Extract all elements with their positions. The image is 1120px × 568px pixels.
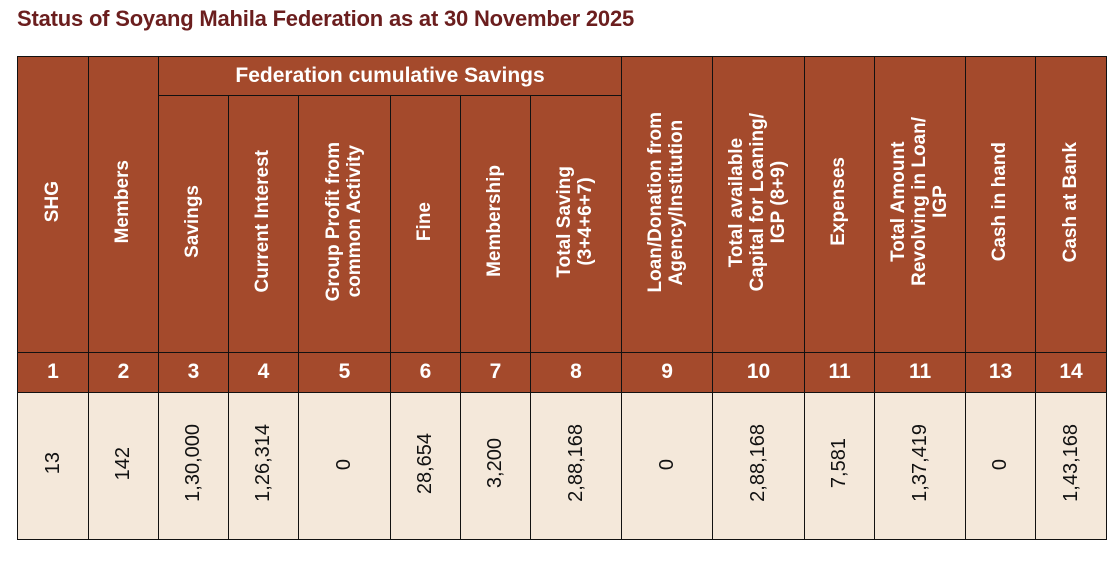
cell-value: 1,30,000 bbox=[182, 424, 204, 503]
column-number: 8 bbox=[529, 351, 623, 393]
header-label: Total Amount Revolving in Loan/IGP bbox=[887, 117, 951, 287]
header-cell-savings: Savings bbox=[158, 95, 229, 353]
cell-value: 28,654 bbox=[414, 432, 436, 494]
cell-members: 142 bbox=[88, 391, 159, 541]
column-number: 10 bbox=[712, 351, 806, 393]
table-row: 13 142 1,30,000 1,26,314 0 28,654 3,200 … bbox=[17, 391, 1108, 541]
header-label: Cash at Bank bbox=[1059, 141, 1081, 262]
cell-fine: 28,654 bbox=[390, 391, 461, 541]
column-number: 14 bbox=[1035, 351, 1108, 393]
cell-value: 3,200 bbox=[484, 438, 506, 489]
header-label: Loan/Donation from Agency/Institution bbox=[645, 111, 688, 293]
header-label: Savings bbox=[182, 184, 204, 258]
header-cell-membership: Membership bbox=[460, 95, 531, 353]
header-label: Total available Capital for Loaning/IGP (… bbox=[726, 112, 789, 291]
header-label: Expenses bbox=[828, 157, 850, 247]
cell-value: 0 bbox=[655, 458, 678, 470]
cell-value: 13 bbox=[41, 452, 64, 475]
header-label: SHG bbox=[41, 181, 63, 223]
header-cell-total-available-capital: Total available Capital for Loaning/IGP (… bbox=[712, 56, 806, 353]
header-label: Group Profit from common Activity bbox=[322, 141, 365, 302]
header-cell-cash-at-bank: Cash at Bank bbox=[1035, 56, 1108, 353]
cell-membership: 3,200 bbox=[460, 391, 531, 541]
cell-expenses: 7,581 bbox=[804, 391, 876, 541]
column-number: 6 bbox=[390, 351, 461, 393]
cell-total-available-capital: 2,88,168 bbox=[712, 391, 806, 541]
header-cell-members: Members bbox=[88, 56, 159, 353]
header-label: Fine bbox=[414, 201, 436, 241]
column-number: 1 bbox=[17, 351, 89, 393]
cell-total-saving: 2,88,168 bbox=[529, 391, 623, 541]
header-cell-expenses: Expenses bbox=[804, 56, 876, 353]
federation-status-table: SHG Members Federation cumulative Saving… bbox=[17, 55, 1108, 541]
column-number: 4 bbox=[228, 351, 299, 393]
column-number: 3 bbox=[158, 351, 229, 393]
cell-value: 2,88,168 bbox=[564, 424, 587, 503]
column-number: 11 bbox=[804, 351, 876, 393]
cell-loan-donation: 0 bbox=[621, 391, 714, 541]
header-label: Membership bbox=[484, 165, 506, 278]
cell-shg: 13 bbox=[17, 391, 89, 541]
cell-value: 1,37,419 bbox=[908, 424, 931, 503]
header-cell-total-saving: Total Saving (3+4+6+7) bbox=[529, 95, 623, 353]
cell-value: 2,88,168 bbox=[747, 424, 770, 503]
cell-value: 1,26,314 bbox=[252, 424, 274, 503]
cell-current-interest: 1,26,314 bbox=[228, 391, 299, 541]
cell-savings: 1,30,000 bbox=[158, 391, 229, 541]
cell-value: 0 bbox=[989, 458, 1012, 470]
column-number: 7 bbox=[460, 351, 531, 393]
column-number: 13 bbox=[965, 351, 1037, 393]
header-label: Cash in hand bbox=[989, 142, 1011, 262]
header-cell-group-profit: Group Profit from common Activity bbox=[298, 95, 391, 353]
header-cell-loan-donation: Loan/Donation from Agency/Institution bbox=[621, 56, 714, 353]
column-number: 11 bbox=[874, 351, 967, 393]
header-cell-current-interest: Current Interest bbox=[228, 95, 299, 353]
cell-value: 0 bbox=[333, 458, 355, 470]
column-number: 2 bbox=[88, 351, 159, 393]
column-number: 5 bbox=[298, 351, 391, 393]
header-label: Members bbox=[112, 160, 134, 244]
header-cell-cash-in-hand: Cash in hand bbox=[965, 56, 1037, 353]
cell-total-revolving: 1,37,419 bbox=[874, 391, 967, 541]
cell-cash-at-bank: 1,43,168 bbox=[1035, 391, 1108, 541]
header-label: Current Interest bbox=[252, 150, 274, 293]
group-header-cumulative-savings: Federation cumulative Savings bbox=[157, 55, 623, 97]
header-cell-total-revolving: Total Amount Revolving in Loan/IGP bbox=[874, 56, 967, 353]
header-cell-fine: Fine bbox=[390, 95, 461, 353]
page-title: Status of Soyang Mahila Federation as at… bbox=[17, 6, 635, 31]
header-label: Total Saving (3+4+6+7) bbox=[554, 165, 597, 278]
cell-value: 142 bbox=[112, 446, 134, 481]
cell-value: 7,581 bbox=[828, 438, 851, 489]
column-number: 9 bbox=[621, 351, 714, 393]
cell-cash-in-hand: 0 bbox=[965, 391, 1037, 541]
header-cell-shg: SHG bbox=[17, 56, 89, 353]
cell-group-profit: 0 bbox=[298, 391, 391, 541]
cell-value: 1,43,168 bbox=[1059, 424, 1082, 503]
